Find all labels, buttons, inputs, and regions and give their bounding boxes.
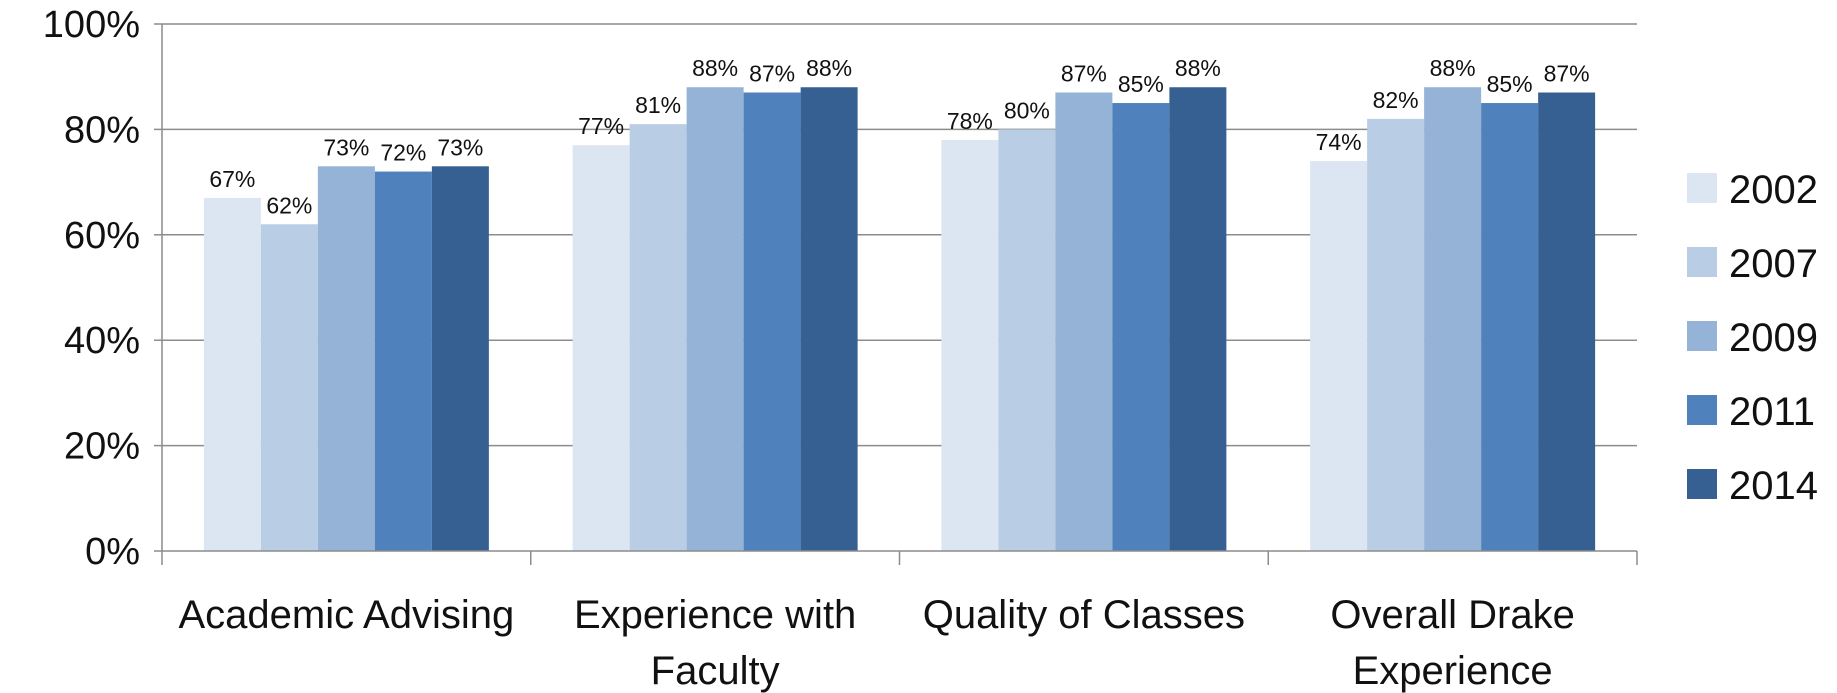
y-tick-label: 80% [64, 109, 140, 151]
bar-2014 [1538, 92, 1596, 551]
bar-2002 [1310, 161, 1368, 551]
legend-label: 2011 [1729, 390, 1815, 434]
data-label: 73% [437, 134, 483, 160]
data-labels: 67% 62% 73% 72% 73% 77% 81% 88% 87% 88% 78% 80% 87% 8… [209, 55, 1589, 218]
bar-2002 [941, 139, 999, 551]
legend-label: 2009 [1729, 316, 1818, 360]
x-category-labels: Academic Advising Experience with Faculty Q… [179, 593, 1575, 693]
bar-2007 [1367, 118, 1425, 552]
bar-2011 [743, 92, 801, 551]
data-label: 82% [1373, 87, 1419, 113]
legend-swatch-2014 [1687, 469, 1717, 499]
data-label: 87% [1061, 61, 1107, 87]
data-label: 88% [692, 55, 738, 81]
bar-2014 [1169, 87, 1227, 552]
bar-2007 [260, 224, 318, 551]
x-category-label: Overall Drake [1330, 593, 1575, 637]
y-tick-label: 60% [64, 215, 140, 257]
bar-2009 [317, 166, 375, 552]
y-tick-label: 100% [43, 4, 140, 46]
x-category-label: Experience with [574, 593, 856, 637]
data-label: 88% [1175, 55, 1221, 81]
data-label: 85% [1487, 71, 1533, 97]
legend-swatch-2007 [1687, 247, 1717, 277]
legend-label: 2014 [1729, 464, 1818, 508]
x-category-label: Faculty [651, 649, 780, 693]
y-tick-label: 0% [85, 531, 140, 573]
y-tick-label: 40% [64, 320, 140, 362]
data-label: 62% [266, 192, 312, 218]
data-label: 73% [323, 134, 369, 160]
data-label: 81% [635, 92, 681, 118]
data-label: 88% [1430, 55, 1476, 81]
y-tick-label: 20% [64, 426, 140, 468]
data-label: 85% [1118, 71, 1164, 97]
data-label: 74% [1316, 129, 1362, 155]
data-label: 80% [1004, 97, 1050, 123]
data-label: 87% [1544, 61, 1590, 87]
bar-2009 [686, 87, 744, 552]
bar-2014 [431, 166, 489, 552]
data-label: 77% [578, 113, 624, 139]
data-label: 88% [806, 55, 852, 81]
legend-swatch-2002 [1687, 173, 1717, 203]
data-label: 67% [209, 166, 255, 192]
bar-2002 [572, 145, 630, 551]
bar-2007 [629, 124, 687, 551]
x-category-label: Experience [1353, 649, 1553, 693]
bar-2007 [998, 129, 1056, 551]
bar-2009 [1424, 87, 1482, 552]
x-category-label: Academic Advising [179, 593, 515, 637]
bar-2011 [374, 171, 432, 551]
bar-2011 [1481, 103, 1539, 552]
legend-label: 2007 [1729, 242, 1818, 286]
x-category-label: Quality of Classes [923, 593, 1245, 637]
bar-2009 [1055, 92, 1113, 551]
axes [154, 23, 1638, 565]
y-tick-labels: 0% 20% 40% 60% 80% 100% [43, 4, 140, 573]
bar-2014 [800, 87, 858, 552]
bar-2002 [203, 197, 261, 551]
bar-2011 [1112, 103, 1170, 552]
legend-swatch-2009 [1687, 321, 1717, 351]
data-label: 78% [947, 108, 993, 134]
legend-label: 2002 [1729, 168, 1818, 212]
data-label: 87% [749, 61, 795, 87]
data-label: 72% [380, 140, 426, 166]
bars [203, 87, 1596, 552]
legend-swatch-2011 [1687, 395, 1717, 425]
legend: 2002 2007 2009 2011 2014 [1687, 168, 1818, 508]
